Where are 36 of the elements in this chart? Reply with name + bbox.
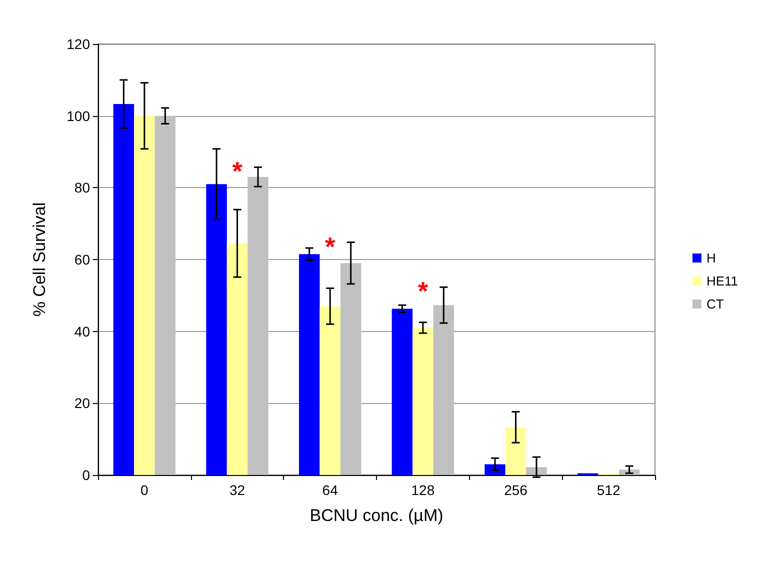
bar (412, 328, 434, 475)
x-axis-title: BCNU conc. (µM) (310, 506, 444, 525)
bar (154, 116, 176, 475)
legend-label: H (706, 250, 716, 266)
bar (433, 305, 454, 475)
bar (392, 308, 413, 475)
bar (320, 306, 340, 475)
bar (484, 464, 506, 475)
legend-label: HE11 (706, 274, 738, 288)
annotation: * (325, 231, 336, 262)
x-tick-label: 128 (411, 482, 435, 498)
bar (340, 263, 362, 475)
bar (134, 116, 155, 475)
bar (505, 427, 526, 475)
bar (113, 104, 134, 475)
x-tick-label: 512 (596, 482, 620, 498)
bar (526, 467, 547, 475)
y-tick-label: 60 (74, 252, 90, 268)
y-tick-label: 120 (66, 36, 90, 52)
bar (206, 184, 227, 475)
legend-label: CT (706, 296, 724, 312)
x-tick-label: 32 (229, 482, 246, 498)
annotation: * (418, 276, 429, 306)
annotation: * (232, 156, 244, 186)
bar (226, 243, 248, 475)
y-tick-label: 80 (74, 180, 90, 196)
y-tick-label: 100 (66, 108, 90, 124)
bar (298, 254, 320, 475)
x-tick-label: 256 (504, 482, 528, 498)
y-tick-label: 20 (74, 395, 90, 412)
y-tick-label: 40 (74, 323, 90, 340)
x-tick-label: 64 (322, 482, 338, 498)
y-axis-title: % Cell Survival (30, 202, 49, 317)
y-tick-label: 0 (82, 467, 90, 483)
x-tick-label: 0 (140, 482, 149, 498)
bar (248, 176, 268, 475)
